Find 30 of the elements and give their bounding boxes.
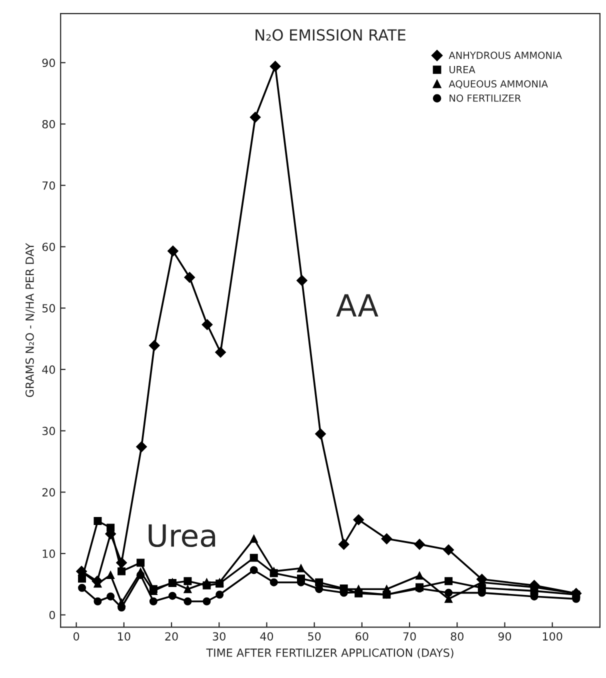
x-tick-label: 30 (212, 632, 226, 641)
x-tick-label: 10 (118, 632, 130, 641)
annotation: AA (336, 294, 378, 317)
y-tick-label: 10 (42, 549, 55, 558)
x-tick-label: 50 (308, 632, 321, 641)
y-tick-label: 30 (42, 426, 55, 436)
x-tick-label: 90 (498, 632, 512, 641)
y-axis-title: GRAMS N₂O - N/HA PER DAY (25, 243, 35, 398)
x-tick-label: 0 (74, 632, 80, 641)
legend-label: ANHYDROUS AMMONIA (448, 52, 562, 59)
y-tick-label: 20 (42, 488, 55, 497)
y-tick-label: 70 (42, 181, 55, 190)
x-tick-label: 100 (542, 632, 562, 641)
legend-label: AQUEOUS AMMONIA (448, 80, 548, 89)
y-tick-label: 0 (49, 610, 55, 620)
x-tick-label: 70 (403, 632, 416, 641)
y-tick-label: 50 (42, 304, 55, 312)
x-tick-label: 60 (356, 632, 368, 641)
legend-label: UREA (450, 66, 476, 74)
annotation: Urea (148, 524, 216, 548)
y-tick-label: 60 (42, 242, 55, 252)
y-tick-label: 80 (42, 120, 55, 128)
x-tick-label: 20 (165, 632, 178, 641)
x-tick-label: 40 (260, 632, 274, 641)
x-tick-label: 80 (450, 632, 464, 641)
legend-label: NO FERTILIZER (450, 94, 521, 102)
y-tick-label: 90 (42, 58, 55, 68)
x-axis-title: TIME AFTER FERTILIZER APPLICATION (DAYS) (206, 648, 454, 658)
text: N₂O EMISSION RATE (256, 29, 406, 41)
y-tick-label: 40 (42, 365, 55, 374)
